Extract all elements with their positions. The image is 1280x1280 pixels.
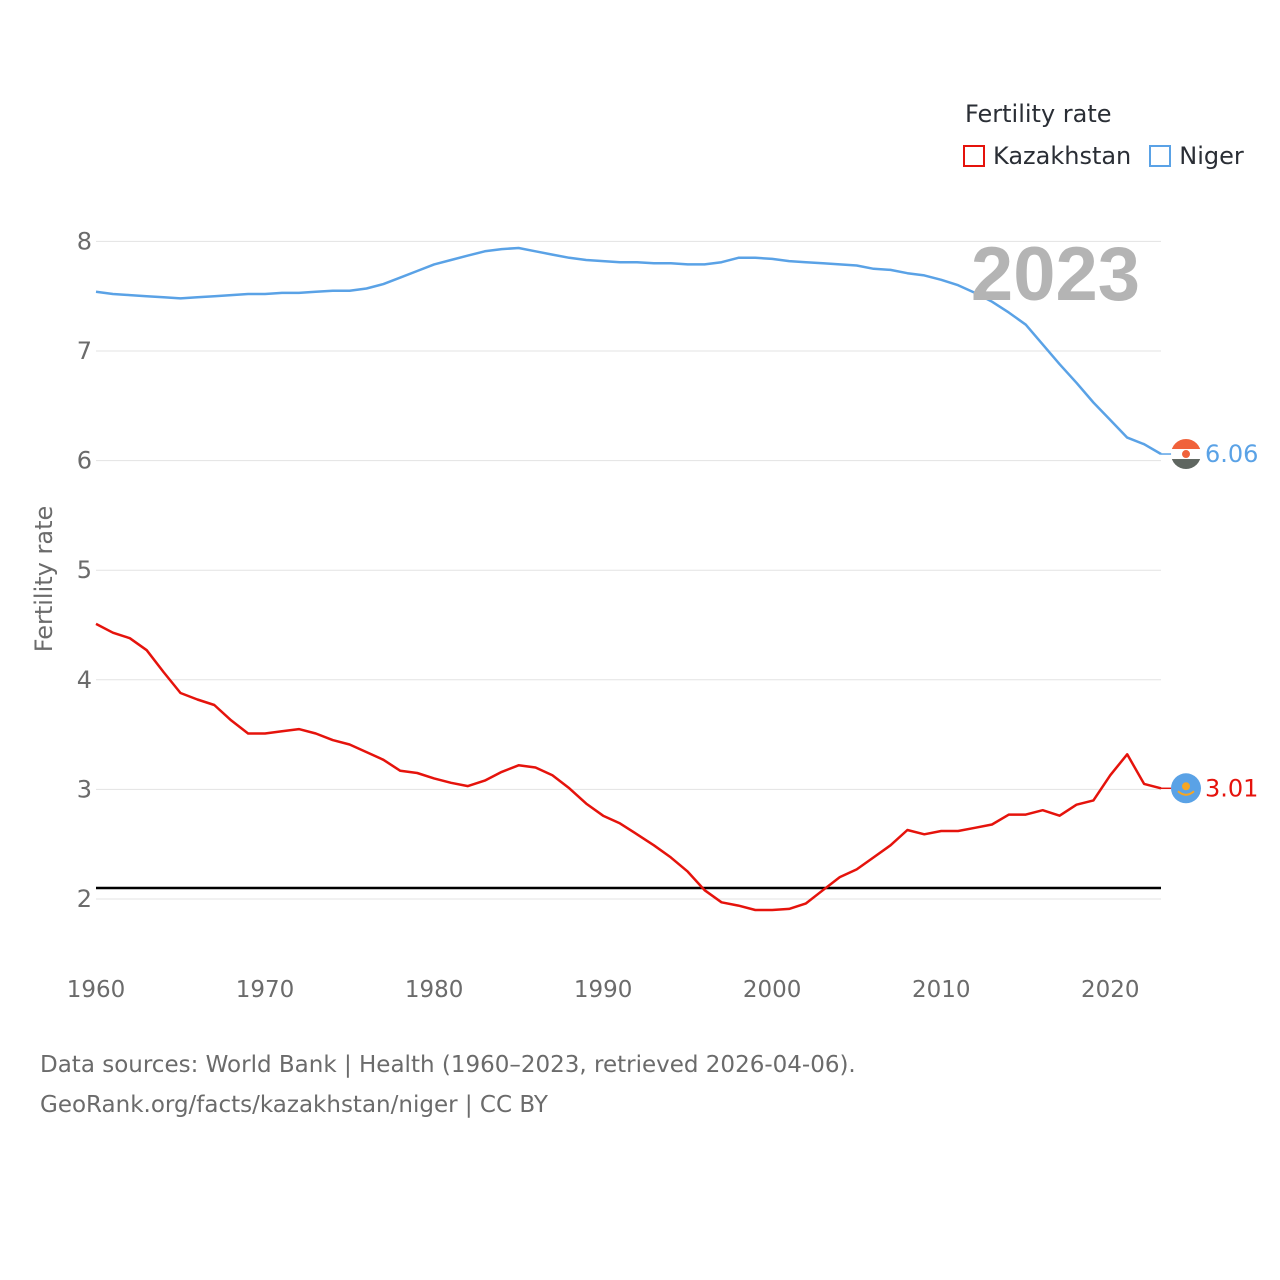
x-tick-label: 2000 <box>743 977 802 1003</box>
footer-sources: Data sources: World Bank | Health (1960–… <box>40 1052 856 1078</box>
legend-label-niger: Niger <box>1179 142 1244 170</box>
series-line-niger <box>95 246 1162 456</box>
gridlines <box>96 240 1161 900</box>
x-tick-label: 2010 <box>912 977 971 1003</box>
series-line-kazakhstan <box>95 622 1162 912</box>
legend-title: Fertility rate <box>965 100 1112 128</box>
legend-item-niger[interactable]: Niger <box>1149 142 1244 170</box>
y-tick-label: 4 <box>77 666 92 694</box>
y-tick-label: 7 <box>77 337 92 365</box>
y-axis-ticks: 2 3 4 5 6 7 8 <box>77 227 92 913</box>
y-tick-label: 8 <box>77 227 92 255</box>
legend-swatch-niger <box>1149 145 1172 167</box>
end-markers: 3.01 6.06 <box>1161 439 1258 804</box>
legend-label-kazakhstan: Kazakhstan <box>993 142 1132 170</box>
end-value-label-niger: 6.06 <box>1205 440 1258 468</box>
y-tick-label: 6 <box>77 447 92 475</box>
legend-item-kazakhstan[interactable]: Kazakhstan <box>963 142 1131 170</box>
y-tick-label: 2 <box>77 885 92 913</box>
series-lines <box>95 246 1162 912</box>
footer: Data sources: World Bank | Health (1960–… <box>40 1045 856 1125</box>
x-tick-label: 1970 <box>236 977 295 1003</box>
y-tick-label: 5 <box>77 556 92 584</box>
legend-swatch-kazakhstan <box>963 145 985 167</box>
end-value-label-kazakhstan: 3.01 <box>1205 774 1258 802</box>
x-axis-ticks: 1960 1970 1980 1990 2000 2010 2020 <box>67 977 1140 1003</box>
y-axis-title: Fertility rate <box>30 506 58 653</box>
x-tick-label: 1990 <box>574 977 633 1003</box>
legend: Kazakhstan Niger <box>963 142 1262 170</box>
year-watermark: 2023 <box>971 232 1140 317</box>
x-tick-label: 2020 <box>1081 977 1140 1003</box>
flag-marker-niger <box>1171 439 1201 470</box>
x-tick-label: 1960 <box>67 977 126 1003</box>
flag-marker-kazakhstan <box>1171 773 1201 804</box>
x-tick-label: 1980 <box>405 977 464 1003</box>
y-tick-label: 3 <box>77 775 92 803</box>
footer-link[interactable]: GeoRank.org/facts/kazakhstan/niger | CC … <box>40 1092 548 1118</box>
